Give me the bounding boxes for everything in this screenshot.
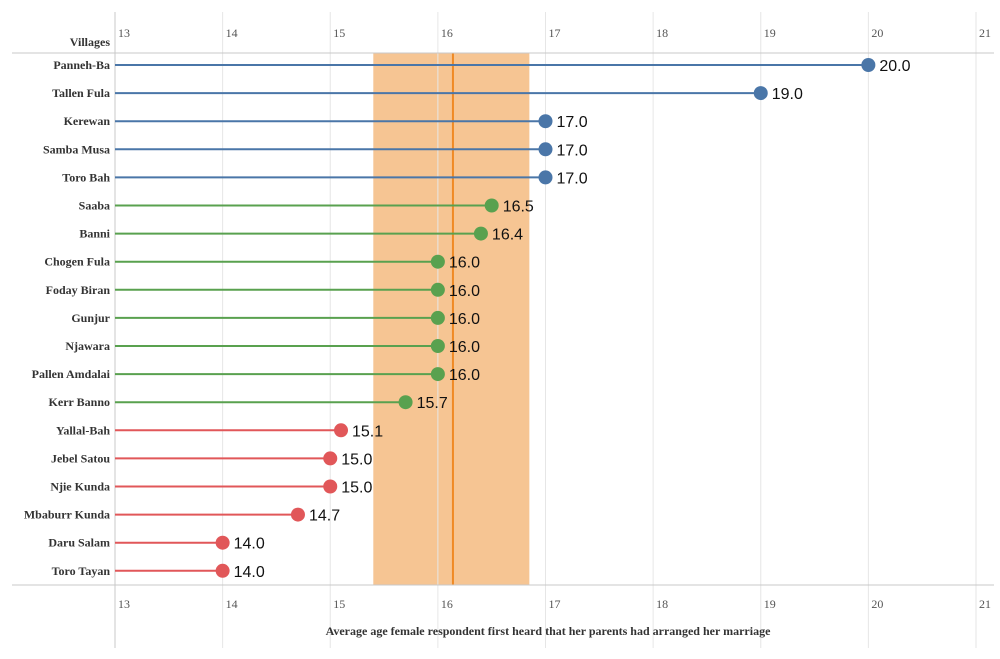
x-tick-label-bottom: 17 — [549, 597, 561, 611]
x-tick-label-top: 18 — [656, 26, 668, 40]
data-label: 16.0 — [449, 283, 480, 300]
lollipop-row: Saaba 16.5 — [79, 198, 534, 216]
village-label: Kerewan — [64, 114, 111, 128]
lollipop-row: Daru Salam 14.0 — [48, 535, 265, 553]
village-label: Toro Bah — [62, 170, 110, 184]
lollipop-row: Gunjur 16.0 — [71, 310, 480, 328]
lollipop-row: Jebel Satou 15.0 — [51, 451, 372, 468]
row-header: Villages — [70, 35, 111, 49]
village-label: Kerr Banno — [49, 395, 110, 409]
lollipop-row: Yallal-Bah 15.1 — [56, 423, 383, 440]
village-label: Panneh-Ba — [53, 58, 110, 72]
data-label: 16.0 — [449, 255, 480, 272]
village-label: Mbaburr Kunda — [24, 508, 110, 522]
data-label: 17.0 — [557, 170, 588, 187]
village-label: Banni — [79, 227, 110, 241]
lollipop-dot — [215, 535, 230, 550]
lollipop-dot — [430, 254, 445, 269]
lollipop-row: Toro Tayan 14.0 — [52, 563, 265, 581]
village-label: Daru Salam — [48, 536, 110, 550]
x-tick-label-bottom: 19 — [764, 597, 776, 611]
data-label: 20.0 — [879, 58, 910, 75]
village-label: Njawara — [65, 339, 110, 353]
x-tick-label-bottom: 16 — [441, 597, 453, 611]
lollipop-row: Pallen Amdalai 16.0 — [32, 367, 480, 384]
lollipop-row: Mbaburr Kunda 14.7 — [24, 507, 340, 525]
lollipop-dot — [538, 142, 553, 157]
x-tick-label-bottom: 15 — [333, 597, 345, 611]
lollipop-dot — [430, 310, 445, 325]
lollipop-row: Banni 16.4 — [79, 226, 523, 244]
lollipop-dot — [398, 395, 413, 410]
data-label: 14.0 — [234, 564, 265, 581]
x-tick-label-bottom: 13 — [118, 597, 130, 611]
x-tick-label-top: 15 — [333, 26, 345, 40]
lollipop-dot — [334, 423, 349, 438]
lollipop-row: Njie Kunda 15.0 — [50, 479, 372, 497]
data-label: 14.0 — [234, 536, 265, 553]
lollipop-row: Toro Bah 17.0 — [62, 170, 588, 187]
data-label: 15.7 — [417, 395, 448, 412]
data-label: 15.0 — [341, 480, 372, 497]
lollipop-dot — [473, 226, 488, 241]
village-label: Saaba — [79, 199, 110, 213]
data-label: 17.0 — [557, 142, 588, 159]
lollipop-dot — [430, 282, 445, 297]
x-tick-label-bottom: 20 — [871, 597, 883, 611]
lollipop-dot — [484, 198, 499, 213]
data-label: 16.4 — [492, 227, 523, 244]
data-label: 15.1 — [352, 423, 383, 440]
x-tick-label-top: 20 — [871, 26, 883, 40]
x-axis-title: Average age female respondent first hear… — [326, 624, 771, 638]
lollipop-row: Samba Musa 17.0 — [43, 142, 588, 159]
x-tick-label-top: 19 — [764, 26, 776, 40]
x-tick-label-bottom: 18 — [656, 597, 668, 611]
village-label: Foday Biran — [46, 283, 111, 297]
lollipop-dot — [538, 114, 553, 129]
lollipop-row: Kerr Banno 15.7 — [49, 395, 448, 412]
lollipop-dot — [323, 479, 338, 494]
village-label: Tallen Fula — [52, 86, 110, 100]
data-label: 16.0 — [449, 311, 480, 328]
lollipop-dot — [861, 58, 876, 72]
data-label: 16.0 — [449, 367, 480, 384]
village-label: Pallen Amdalai — [32, 367, 111, 381]
x-tick-label-top: 14 — [226, 26, 238, 40]
lollipop-dot — [290, 507, 305, 522]
village-label: Chogen Fula — [44, 255, 110, 269]
lollipop-dot — [215, 563, 230, 578]
village-label: Samba Musa — [43, 142, 110, 156]
reference-band — [373, 53, 530, 585]
data-label: 17.0 — [557, 114, 588, 131]
lollipop-row: Tallen Fula 19.0 — [52, 86, 803, 103]
lollipop-row: Foday Biran 16.0 — [46, 282, 480, 300]
lollipop-row: Njawara 16.0 — [65, 339, 480, 356]
lollipop-dot — [430, 367, 445, 382]
x-tick-label-bottom: 21 — [979, 597, 991, 611]
data-label: 15.0 — [341, 451, 372, 468]
village-label: Gunjur — [71, 311, 110, 325]
lollipop-row: Panneh-Ba 20.0 — [53, 58, 911, 75]
data-label: 14.7 — [309, 508, 340, 525]
x-tick-label-top: 13 — [118, 26, 130, 40]
lollipop-dot — [753, 86, 768, 101]
x-tick-label-top: 16 — [441, 26, 453, 40]
village-label: Jebel Satou — [51, 451, 110, 465]
data-label: 19.0 — [772, 86, 803, 103]
village-label: Toro Tayan — [52, 564, 111, 578]
lollipop-dot — [538, 170, 553, 185]
village-label: Njie Kunda — [50, 480, 110, 494]
lollipop-row: Chogen Fula 16.0 — [44, 254, 480, 272]
lollipop-dot — [430, 339, 445, 353]
lollipop-dot — [323, 451, 338, 466]
data-label: 16.5 — [503, 199, 534, 216]
lollipop-row: Kerewan 17.0 — [64, 114, 588, 131]
data-label: 16.0 — [449, 339, 480, 356]
x-tick-label-top: 21 — [979, 26, 991, 40]
x-tick-label-bottom: 14 — [226, 597, 238, 611]
village-label: Yallal-Bah — [56, 423, 110, 437]
x-tick-label-top: 17 — [549, 26, 561, 40]
